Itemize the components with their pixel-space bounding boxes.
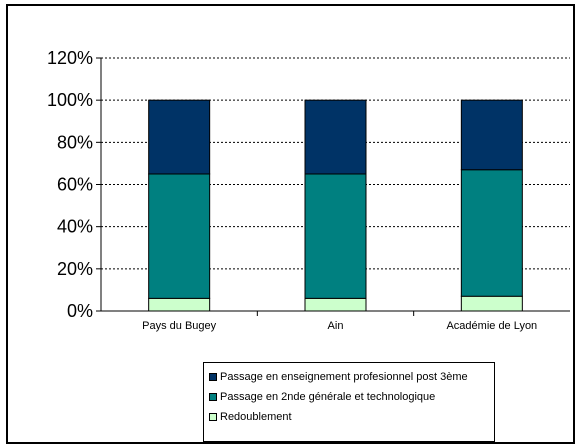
- legend-item-redoublement: Redoublement: [209, 407, 494, 427]
- y-tick-label: 20%: [57, 259, 93, 279]
- legend-item-2nde: Passage en 2nde générale et technologiqu…: [209, 387, 494, 407]
- bar-segment: [304, 99, 367, 175]
- bars: [148, 99, 523, 312]
- bar-segment: [460, 295, 523, 312]
- x-tick-label: Ain: [328, 320, 344, 332]
- legend-swatch-profesionnel: [209, 373, 217, 381]
- y-tick-label: 40%: [57, 217, 93, 237]
- bar-segment: [148, 173, 211, 299]
- chart-frame: 0% 20% 40% 60% 80% 100% 120% Pays du Bugey Ain A…: [6, 4, 575, 444]
- bar-segment: [148, 99, 211, 175]
- legend-label-profesionnel: Passage en enseignement profesionnel pos…: [220, 371, 468, 383]
- stacked-bar-chart: 0% 20% 40% 60% 80% 100% 120% Pays du Bugey Ain A…: [47, 48, 570, 332]
- bar-segment: [460, 169, 523, 297]
- x-tick-label: Académie de Lyon: [446, 320, 537, 332]
- bar-segment: [304, 173, 367, 299]
- y-tick-label: 100%: [47, 90, 93, 110]
- bar-segment: [460, 99, 523, 171]
- y-axis-ticks: 0% 20% 40% 60% 80% 100% 120%: [47, 48, 93, 321]
- legend-label-redoublement: Redoublement: [220, 411, 292, 423]
- y-tick-label: 0%: [67, 301, 93, 321]
- x-tick-label: Pays du Bugey: [142, 320, 216, 332]
- x-axis-ticks: Pays du Bugey Ain Académie de Lyon: [142, 320, 537, 332]
- legend-item-profesionnel: Passage en enseignement profesionnel pos…: [209, 367, 494, 387]
- y-tick-label: 120%: [47, 48, 93, 68]
- bar-segment: [304, 297, 367, 312]
- y-tick-label: 80%: [57, 132, 93, 152]
- y-tick-label: 60%: [57, 175, 93, 195]
- legend-swatch-redoublement: [209, 413, 217, 421]
- bar-segment: [148, 297, 211, 312]
- legend: Passage en enseignement profesionnel pos…: [203, 362, 495, 442]
- legend-swatch-2nde: [209, 393, 217, 401]
- legend-label-2nde: Passage en 2nde générale et technologiqu…: [220, 391, 436, 403]
